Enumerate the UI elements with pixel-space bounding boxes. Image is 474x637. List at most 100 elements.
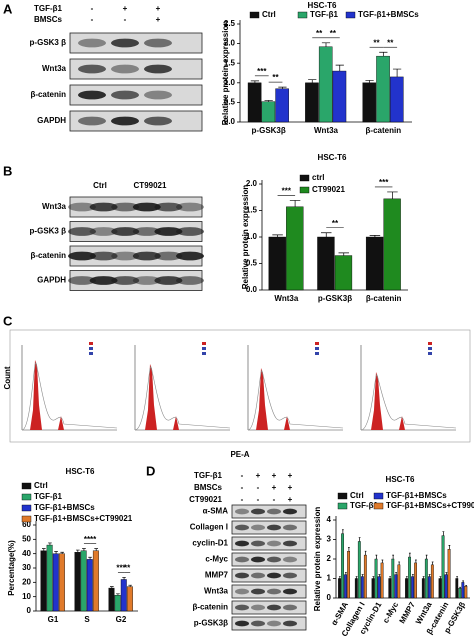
bar xyxy=(247,82,262,123)
blot-row-label: GAPDH xyxy=(37,276,66,285)
bar xyxy=(464,586,468,599)
error-bar xyxy=(355,576,358,579)
error-bar xyxy=(122,576,126,580)
y-tick-label: 3 xyxy=(327,535,332,544)
y-tick-label: 0.5 xyxy=(246,259,258,268)
bar xyxy=(374,558,378,599)
blot-band xyxy=(89,276,118,285)
blot-band xyxy=(235,572,249,579)
y-tick-label: 40 xyxy=(22,549,31,558)
bar xyxy=(388,578,392,599)
blot-band xyxy=(251,508,265,515)
condition-sign: - xyxy=(257,483,260,492)
y-tick-label: 10 xyxy=(22,592,31,601)
condition-label: TGF-β1 xyxy=(194,471,223,480)
error-bar xyxy=(431,561,434,565)
blot-band xyxy=(78,38,106,48)
blot-band xyxy=(283,508,297,515)
blot-band xyxy=(251,620,265,627)
chart-title: HSC-T6 xyxy=(318,153,347,162)
legend-label: TGF-β1+BMSCs xyxy=(358,10,419,19)
error-bar xyxy=(94,548,99,551)
flow-legend-key xyxy=(202,352,206,355)
bar xyxy=(360,576,364,599)
significance-label: ** xyxy=(84,535,91,544)
error-bar xyxy=(398,561,401,565)
y-tick-label: 0.5 xyxy=(224,98,236,107)
y-tick-label: 0.0 xyxy=(246,285,258,294)
significance-label: *** xyxy=(282,187,292,196)
flow-fit xyxy=(134,366,231,431)
error-bar xyxy=(364,550,367,556)
bar xyxy=(376,55,390,123)
bar xyxy=(341,533,344,599)
x-tick-label: p-GSK3β xyxy=(252,126,286,135)
chart-title: HSC-T6 xyxy=(308,1,337,10)
blot-band xyxy=(78,116,106,126)
y-tick-label: 1.0 xyxy=(224,78,236,87)
y-tick-label: 2.0 xyxy=(224,39,236,48)
y-tick-label: 2.5 xyxy=(224,19,236,28)
bar xyxy=(318,46,333,123)
flow-fit xyxy=(21,362,118,431)
bar xyxy=(357,541,361,599)
x-tick-label: β-catenin xyxy=(366,126,402,135)
error-bar xyxy=(48,542,52,546)
bar xyxy=(275,88,289,123)
bar xyxy=(365,236,384,291)
chart-title: HSC-T6 xyxy=(66,467,95,476)
blot-band xyxy=(111,116,139,126)
condition-label: CT99021 xyxy=(189,495,222,504)
blot-band xyxy=(235,508,249,515)
y-tick-label: 4 xyxy=(327,515,332,524)
blot-band xyxy=(267,556,281,563)
flow-legend-key xyxy=(428,342,432,345)
legend-label: CT99021 xyxy=(312,185,345,194)
error-bar xyxy=(338,576,341,579)
blot-band xyxy=(78,64,106,74)
significance-label: ** xyxy=(330,29,337,38)
y-tick-label: 1.0 xyxy=(246,232,258,241)
bar xyxy=(421,578,425,599)
significance-label: *** xyxy=(379,178,389,187)
error-bar xyxy=(414,559,417,563)
error-bar xyxy=(361,574,364,577)
blot-band xyxy=(111,251,140,261)
y-tick-label: 0.0 xyxy=(224,117,236,126)
legend-label: Ctrl xyxy=(350,491,364,500)
bar xyxy=(58,553,65,612)
error-bar xyxy=(392,554,395,559)
blot-row-label: p-GSK3 β xyxy=(30,38,67,47)
panel-label: A xyxy=(3,1,13,16)
flow-g2-peak xyxy=(58,416,64,430)
error-bar xyxy=(379,51,388,57)
y-tick-label: 0 xyxy=(27,606,32,615)
flow-legend-key xyxy=(428,347,432,350)
blot-row-label: p-GSK3β xyxy=(194,619,228,628)
significance-label: *** xyxy=(116,563,126,572)
blot-band xyxy=(111,276,140,285)
y-tick-label: 1.5 xyxy=(224,58,236,67)
error-bar xyxy=(88,556,92,560)
bar xyxy=(334,255,353,291)
blot-band xyxy=(111,64,139,74)
condition-label: BMSCs xyxy=(34,15,63,24)
x-tick-label: S xyxy=(84,615,90,624)
condition-sign: + xyxy=(156,4,161,13)
flow-legend-key xyxy=(315,342,319,345)
panel-label: C xyxy=(3,313,13,328)
legend-swatch xyxy=(299,174,310,182)
error-bar xyxy=(387,191,398,199)
error-bar xyxy=(448,545,451,550)
blot-band xyxy=(251,572,265,579)
blot-band xyxy=(267,508,281,515)
significance-label: ** xyxy=(124,563,131,572)
legend-label: Ctrl xyxy=(34,481,48,490)
significance-label: ** xyxy=(272,73,279,82)
blot-band xyxy=(154,251,183,261)
error-bar xyxy=(408,552,411,558)
bar xyxy=(74,552,81,612)
blot-band xyxy=(111,227,140,236)
y-tick-label: 30 xyxy=(22,563,31,572)
error-bar xyxy=(250,80,260,83)
